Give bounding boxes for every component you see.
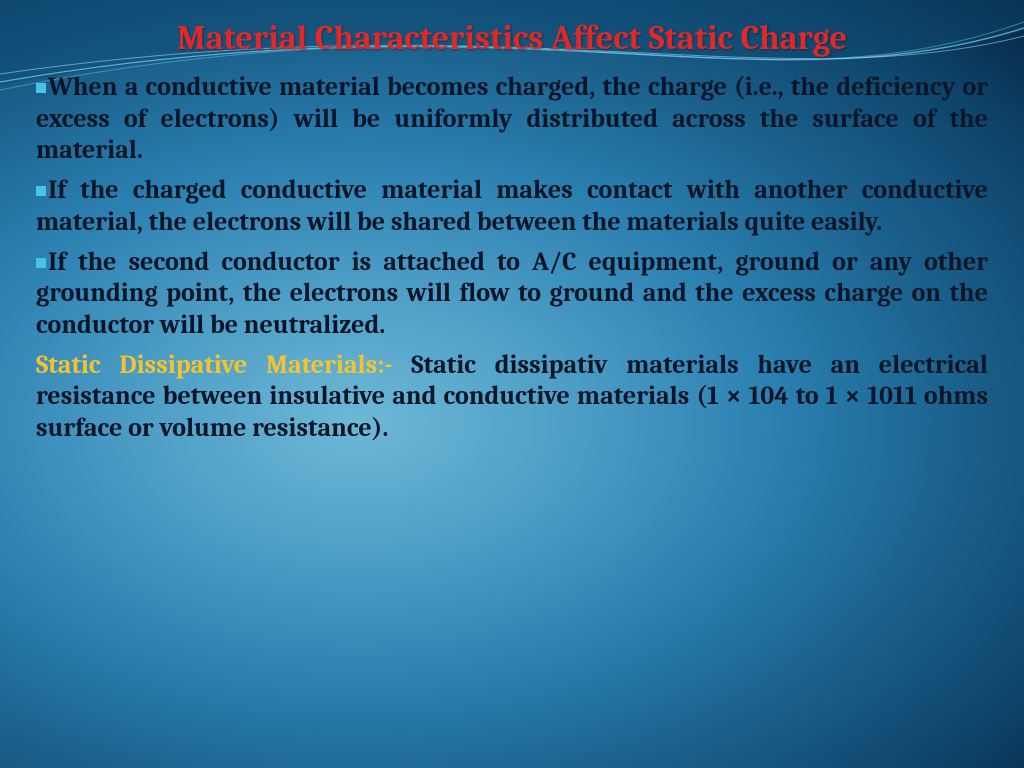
- slide: Material Characteristics Affect Static C…: [0, 0, 1024, 768]
- paragraph-dissipative: Static Dissipative Materials:- Static di…: [36, 350, 988, 445]
- bullet-text: If the second conductor is attached to A…: [36, 247, 988, 340]
- bullet-icon: [36, 186, 46, 196]
- bullet-item-1: When a conductive material becomes charg…: [36, 72, 988, 167]
- slide-title: Material Characteristics Affect Static C…: [36, 18, 988, 58]
- slide-body: When a conductive material becomes charg…: [36, 72, 988, 445]
- bullet-icon: [36, 258, 46, 268]
- bullet-text: When a conductive material becomes charg…: [36, 72, 988, 165]
- bullet-icon: [36, 83, 46, 93]
- bullet-item-3: If the second conductor is attached to A…: [36, 247, 988, 342]
- bullet-text: If the charged conductive material makes…: [36, 175, 988, 237]
- bullet-item-2: If the charged conductive material makes…: [36, 175, 988, 238]
- highlight-label: Static Dissipative Materials:-: [36, 350, 393, 380]
